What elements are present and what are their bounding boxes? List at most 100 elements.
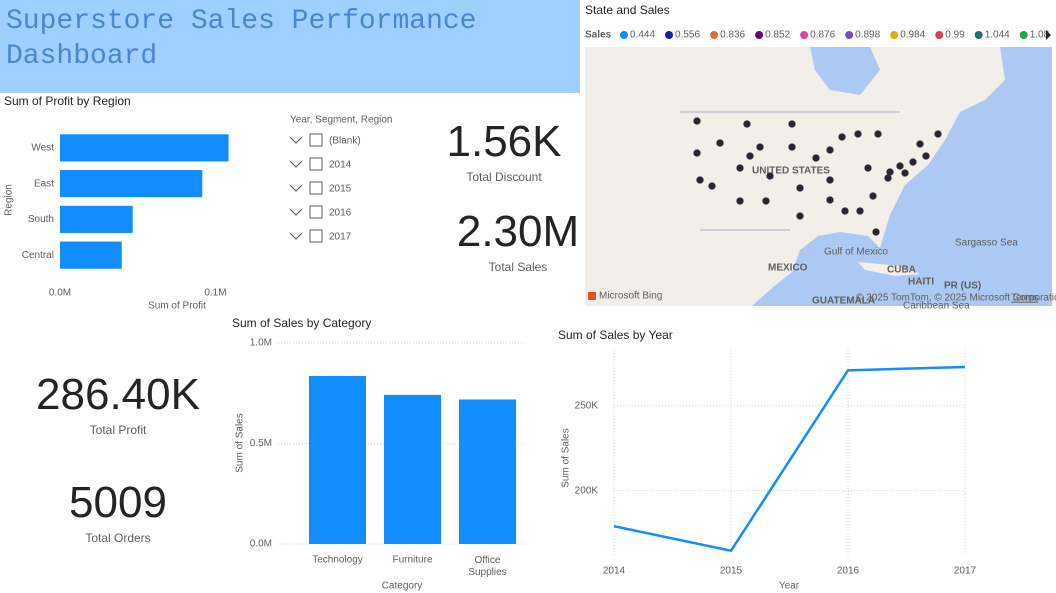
slicer-item: 2015 [329,184,352,195]
map-label: PR (US) [944,281,981,292]
map-label: Sargasso Sea [955,238,1018,249]
y-tick-label: 1.0M [250,338,272,349]
map-dot [743,120,751,128]
checkbox[interactable] [309,229,323,243]
map-logo: Microsoft Bing [599,291,662,302]
legend-label: 0.836 [720,30,745,41]
y-tick-label: West [31,143,54,154]
legend-label: 0.852 [765,30,790,41]
map-dot [854,130,862,138]
header: Superstore Sales Performance Dashboard [0,0,580,93]
legend-label: 0.444 [630,30,655,41]
map-dot [909,158,917,166]
map-dot [716,139,724,147]
legend-swatch [710,31,719,39]
slicer-item: (Blank) [329,136,361,147]
x-tick-label: 0.0M [49,288,71,299]
checkbox[interactable] [309,205,323,219]
kpi-card: 2.30M Total Sales [418,208,618,275]
map-bay [810,47,880,95]
slicer-item: 2017 [329,232,352,243]
legend-title: Sales [585,30,612,41]
map-dot [756,143,764,151]
map-dot [693,149,701,157]
y-tick-label: 0.5M [250,438,272,449]
map-dot [922,152,930,160]
map-dot [901,169,909,177]
map-label: MEXICO [768,263,808,274]
bing-logo [588,292,596,300]
expand-chevron[interactable] [289,232,303,240]
map-terms[interactable]: Terms [1011,293,1038,304]
map-dot [864,164,872,172]
kpi-label: Total Sales [488,260,548,274]
legend-swatch [755,31,764,39]
y-tick-label: Central [22,250,54,261]
kpi-label: Total Profit [89,423,147,437]
bar [60,241,122,269]
legend-label: 0.556 [675,30,700,41]
bar [60,134,229,162]
y-tick-label: South [28,214,54,225]
legend-label: 1.044 [985,30,1010,41]
x-axis-title: Sum of Profit [148,301,206,312]
map-dot [708,182,716,190]
y-tick-label: 0.0M [250,539,272,550]
checkbox[interactable] [309,157,323,171]
map-dot [826,196,834,204]
line [613,365,966,553]
y-axis-title: Region [4,184,15,216]
expand-chevron[interactable] [289,184,303,192]
label-line: Supplies [468,567,506,578]
legend-swatch [1019,31,1028,39]
expand-chevron[interactable] [289,136,303,144]
map-label: HAITI [908,277,934,288]
legend-swatch [665,31,674,39]
y-axis-title: Sum of Sales [235,413,246,472]
x-tick-label: 2016 [837,566,860,577]
map-dot [746,152,754,160]
legend-swatch [620,31,628,39]
map-dot [874,130,882,138]
expand-chevron[interactable] [289,208,303,216]
expand-chevron[interactable] [289,160,303,168]
map-dot [812,154,820,162]
map-dot [856,207,864,215]
map-dot [884,174,892,182]
legend-swatch [800,31,809,39]
x-tick-label: Office Supplies [468,555,506,578]
bar [60,205,133,233]
x-tick-label: Technology [312,555,363,566]
map-dot [696,176,704,184]
legend-arrow [1046,30,1051,40]
map-title: State and Sales [585,3,670,17]
kpi-label: Total Discount [466,170,542,184]
map-dot [872,228,880,236]
map-label: UNITED STATES [752,166,830,177]
kpi-card: 5009 Total Orders [18,479,218,546]
legend-swatch [935,31,944,39]
map-dot [736,164,744,172]
bar [384,394,441,544]
x-tick-label: Furniture [392,555,432,566]
label-line: Office [475,555,501,566]
legend-label: 0.898 [855,30,880,41]
x-tick-label: 2015 [720,566,743,577]
legend-swatch [845,31,854,39]
y-tick-label: 250K [575,401,599,412]
map-dot [796,184,804,192]
dashboard-title: Superstore Sales Performance Dashboard [6,6,477,72]
bar [60,170,203,198]
map-dot [796,212,804,220]
checkbox[interactable] [309,181,323,195]
map-dot [826,176,834,184]
legend-swatch [890,31,899,39]
x-tick-label: 2014 [603,566,626,577]
map-cuba [858,262,920,276]
map-label: CUBA [887,265,916,276]
checkbox[interactable] [309,133,323,147]
slicer-item: 2014 [329,160,352,171]
slicer-title: Year, Segment, Region [290,115,392,126]
map-dot [896,162,904,170]
